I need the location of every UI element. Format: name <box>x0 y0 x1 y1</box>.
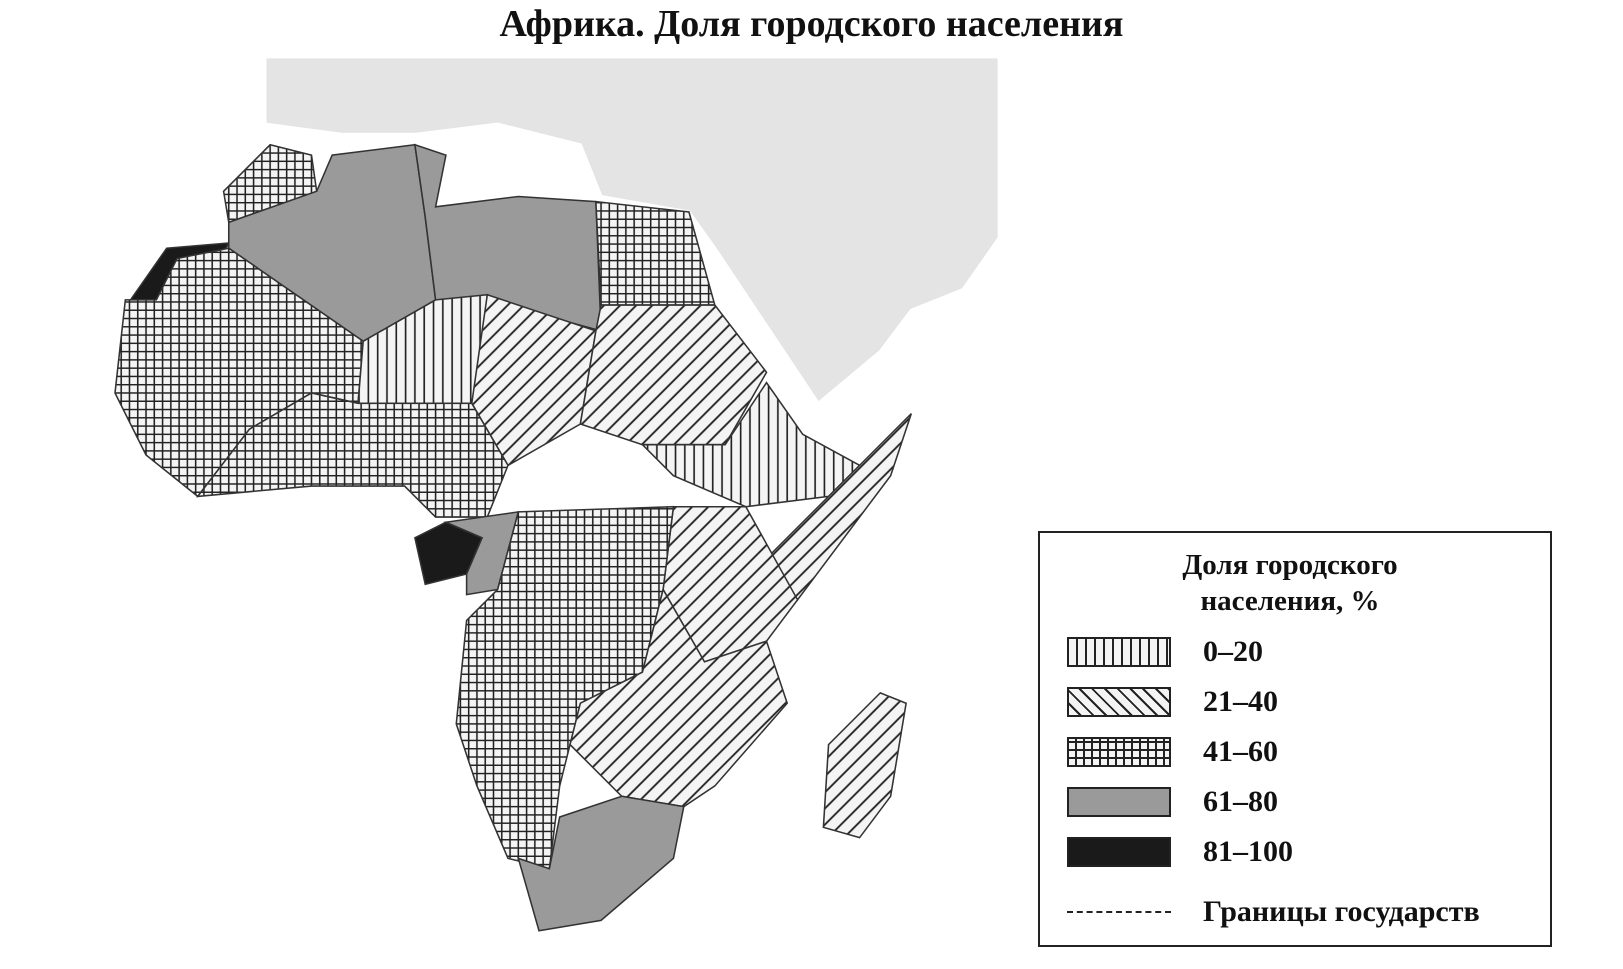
legend-item: 81–100 <box>1067 835 1293 869</box>
legend-label: 21–40 <box>1203 685 1278 718</box>
legend: Доля городского населения, % 0–20 21–40 41… <box>1038 531 1552 947</box>
legend-swatch <box>1067 787 1171 817</box>
legend-swatch <box>1067 687 1171 717</box>
legend-item: 61–80 <box>1067 785 1278 819</box>
legend-item: 21–40 <box>1067 685 1278 719</box>
legend-swatch <box>1067 837 1171 867</box>
countries <box>114 143 913 932</box>
legend-label: 0–20 <box>1203 635 1263 668</box>
legend-label: Границы государств <box>1203 895 1480 928</box>
legend-label: 61–80 <box>1203 785 1278 818</box>
region <box>196 392 509 518</box>
region <box>470 293 597 467</box>
region <box>579 304 768 446</box>
region <box>569 587 789 808</box>
legend-label: 41–60 <box>1203 735 1278 768</box>
region <box>822 691 907 839</box>
legend-item: Границы государств <box>1067 895 1480 929</box>
map-title: Африка. Доля городского населения <box>499 3 1124 45</box>
legend-swatch <box>1067 737 1171 767</box>
legend-swatch <box>1067 637 1171 667</box>
legend-item: 0–20 <box>1067 635 1263 669</box>
region <box>517 795 685 932</box>
border-line-sample <box>1067 911 1171 913</box>
legend-item: 41–60 <box>1067 735 1278 769</box>
legend-label: 81–100 <box>1203 835 1293 868</box>
legend-title: Доля городского населения, % <box>1182 549 1398 617</box>
background-land <box>263 55 1001 406</box>
region <box>222 143 318 224</box>
